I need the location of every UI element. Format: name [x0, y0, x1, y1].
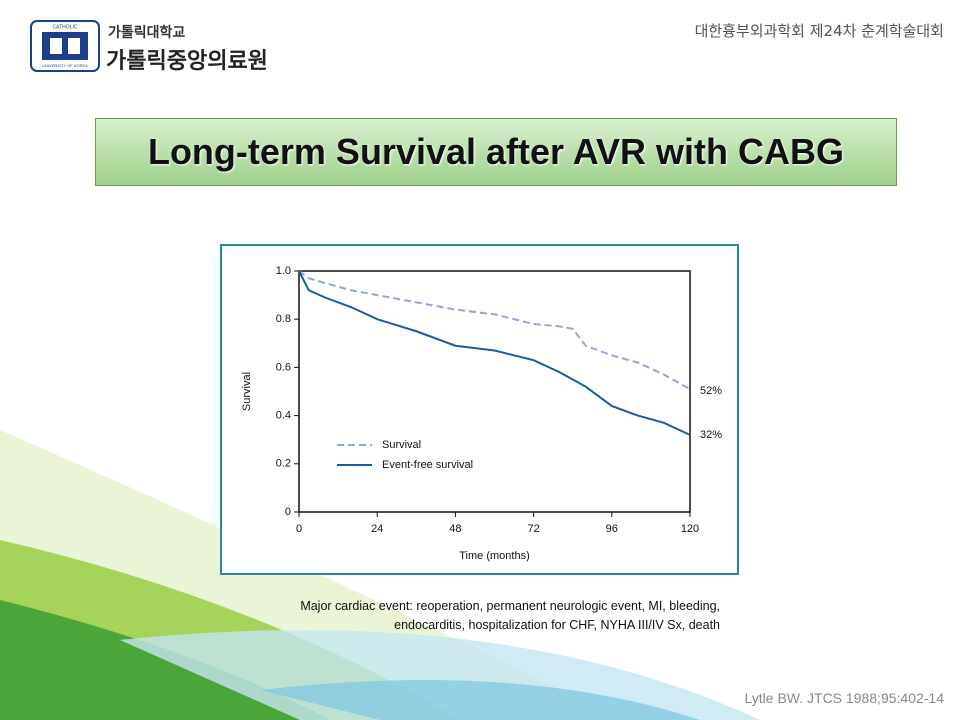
x-tick-label: 96 — [606, 523, 618, 535]
y-tick-label: 0.8 — [276, 313, 291, 325]
y-tick-label: 0 — [285, 506, 291, 518]
y-tick-label: 0.2 — [276, 458, 291, 470]
x-tick-label: 0 — [296, 523, 302, 535]
conference: 대한흉부외과학회 제24차 춘계학술대회 — [694, 22, 944, 40]
school-name: 가톨릭대학교 — [108, 25, 186, 41]
caption: Major cardiac event: reoperation, perman… — [150, 597, 720, 635]
plot-frame — [298, 270, 691, 513]
y-axis-label: Survival — [241, 372, 253, 411]
end-label: 52% — [700, 385, 722, 397]
logo-icon: CATHOLIC UNIVERSITY OF KOREA — [30, 20, 100, 72]
logo-bottom: UNIVERSITY OF KOREA — [42, 63, 88, 68]
caption-line: endocarditis, hospitalization for CHF, N… — [394, 618, 720, 632]
x-tick-label: 72 — [527, 523, 539, 535]
title-box: Long-term Survival after AVR with CABG — [95, 118, 897, 186]
citation: Lytle BW. JTCS 1988;95:402-14 — [744, 690, 944, 706]
end-label: 32% — [700, 429, 722, 441]
x-axis-label: Time (months) — [459, 550, 530, 562]
y-tick-label: 0.6 — [276, 361, 291, 373]
legend-label: Survival — [382, 439, 421, 451]
legend-label: Event-free survival — [382, 459, 473, 471]
y-tick-label: 0.4 — [276, 410, 291, 422]
center-name: 가톨릭중앙의료원 — [106, 49, 268, 74]
caption-line: Major cardiac event: reoperation, perman… — [300, 599, 720, 613]
title: Long-term Survival after AVR with CABG — [147, 131, 845, 172]
chart: 0 0.2 0.4 0.6 0.8 1.0 0 24 48 72 96 120 Time (months… — [241, 265, 722, 562]
logo-top: CATHOLIC — [53, 24, 78, 30]
x-tick-label: 24 — [371, 523, 383, 535]
x-tick-label: 120 — [681, 523, 699, 535]
chart-box: 0 0.2 0.4 0.6 0.8 1.0 0 24 48 72 96 120 Time (months… — [220, 244, 739, 575]
x-tick-label: 48 — [449, 523, 461, 535]
series-line — [298, 270, 691, 390]
y-tick-label: 1.0 — [276, 265, 291, 277]
series-line — [298, 270, 691, 436]
